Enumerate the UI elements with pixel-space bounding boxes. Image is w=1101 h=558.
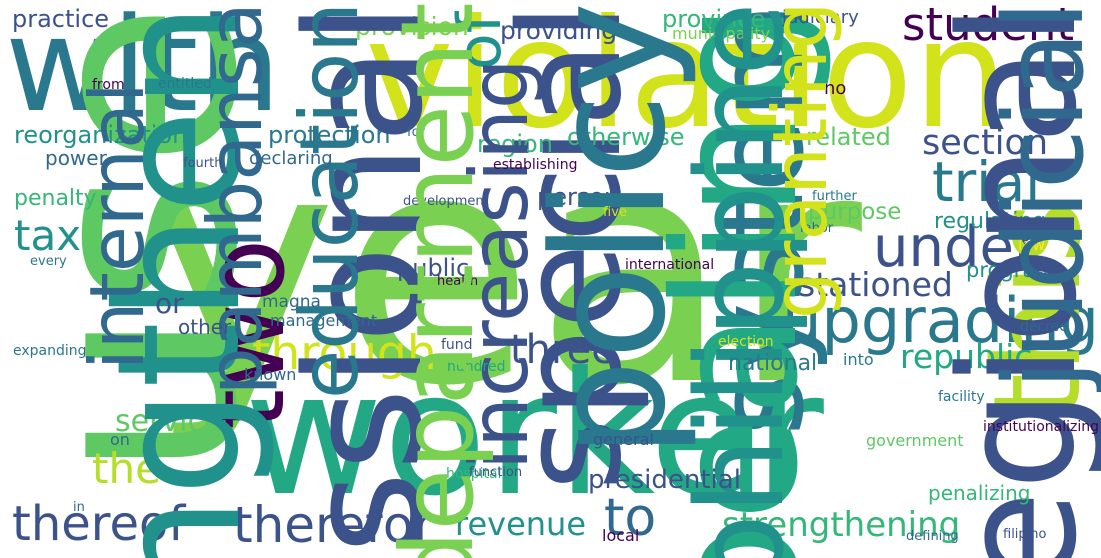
word-related: related [806, 123, 891, 151]
word-institutionalizing: institutionalizing [983, 419, 1099, 435]
word-other: other [178, 315, 232, 339]
word-program: program [966, 258, 1056, 282]
word-function: function [469, 465, 523, 480]
word-for: for [407, 125, 425, 140]
word-power: power [45, 146, 107, 170]
word-otherwise: otherwise [567, 123, 685, 151]
word-student: student [902, 0, 1075, 51]
word-year: year [148, 84, 862, 456]
word-decree: decree [1020, 319, 1068, 335]
word-on: on [110, 430, 130, 449]
word-to: to [604, 488, 657, 548]
word-worker: worker [244, 336, 824, 534]
word-practice: practice [12, 5, 110, 33]
word-department: department [379, 2, 496, 558]
word-granting: granting [756, 2, 844, 320]
word-fund: fund [441, 337, 473, 353]
word-municipality: municipality [672, 24, 771, 43]
word-filipino: filipino [1003, 527, 1047, 542]
word-no: no [824, 78, 847, 99]
word-strengthening: strengthening [722, 505, 961, 545]
word-person: person [537, 183, 620, 211]
word-facility: facility [938, 389, 985, 405]
word-law: law [1018, 235, 1046, 254]
word-therefor: therefor [233, 496, 435, 554]
word-republic: republic [900, 337, 1033, 376]
word-revenue: revenue [455, 505, 587, 543]
word-public: public [397, 254, 470, 282]
word-purpose: purpose [808, 199, 902, 225]
word-protection: protection [268, 121, 391, 149]
word-management: management [270, 311, 378, 330]
word-region: region [477, 130, 553, 158]
word-providing: providing [500, 16, 618, 45]
word-general: general [593, 430, 654, 449]
word-known: known [244, 365, 297, 384]
word-penalizing: penalizing [928, 481, 1031, 505]
word-internal: internal [73, 82, 161, 370]
word-election: election [718, 334, 774, 350]
word-fourth: fourth [183, 156, 223, 171]
word-every: every [30, 254, 67, 269]
word-hundred: hundred [447, 359, 506, 375]
word-into: into [843, 350, 874, 369]
word-education: education [283, 2, 376, 399]
word-policy: policy [519, 2, 700, 459]
word-government: government [866, 431, 964, 450]
word-five: five [603, 205, 627, 220]
word-service: service [115, 404, 223, 439]
word-declaring: declaring [249, 148, 333, 169]
word-presidential: presidential [588, 465, 741, 495]
word-trial: trial [932, 150, 1041, 214]
word-establishing: establishing [493, 157, 578, 173]
word-section: section [922, 123, 1049, 163]
word-the: the [92, 444, 161, 493]
word-under: under [873, 215, 1038, 280]
word-tax: tax [14, 211, 82, 260]
word-regulating: regulating [934, 209, 1047, 234]
word-from: from [92, 77, 125, 93]
word-three: three [510, 327, 616, 373]
word-international: international [625, 257, 715, 273]
word-national: national [728, 351, 818, 376]
word-health: health [437, 274, 479, 289]
word-expanding: expanding [13, 343, 87, 359]
word-upgrading: upgrading [782, 284, 1099, 357]
word-with: with [5, 0, 281, 141]
word-thereof: thereof [12, 496, 186, 552]
word-magna: magna [262, 292, 321, 312]
word-provision: provision [355, 12, 469, 41]
word-hospital: hospital [446, 466, 502, 482]
word-stationed: stationed [798, 265, 953, 304]
word-violation: violation [365, 0, 1009, 162]
word-further: further [812, 189, 857, 204]
word-entitled: entitled [158, 76, 212, 92]
word-or: or [155, 287, 184, 320]
word-penalty: penalty [14, 186, 97, 211]
word-labor: labor [800, 221, 834, 236]
word-judiciary: judiciary [782, 7, 859, 28]
word-development: development [403, 194, 489, 209]
word-defining: defining [906, 529, 959, 544]
word-in: in [73, 500, 85, 515]
word-local: local [602, 526, 640, 545]
word-reorganization: reorganization [14, 121, 188, 149]
word-province: province [662, 5, 766, 33]
word-through: through [252, 326, 437, 381]
